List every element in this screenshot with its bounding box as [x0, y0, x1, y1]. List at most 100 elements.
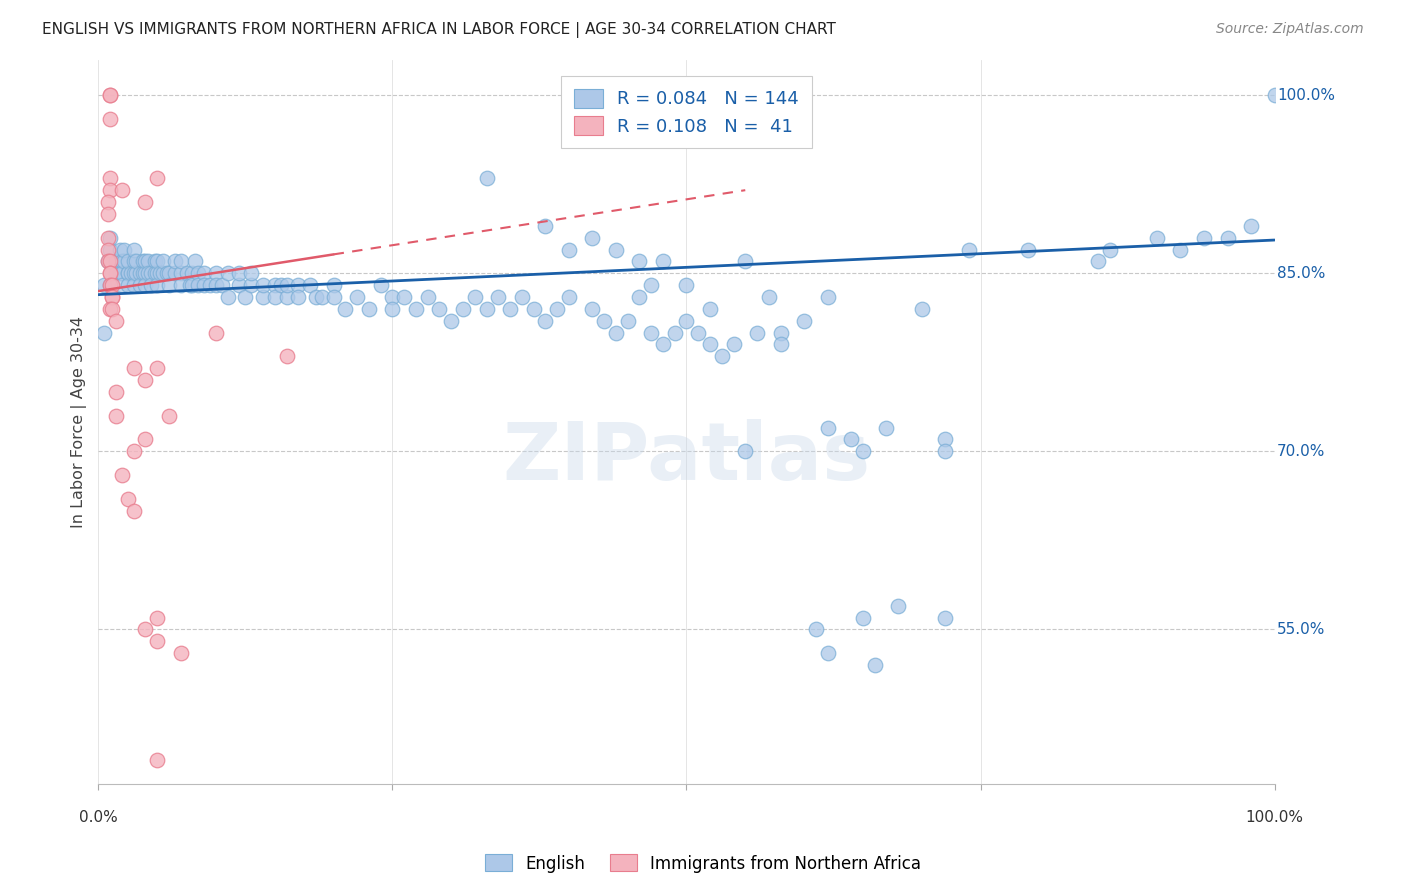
Point — [97, 243, 120, 257]
Point — [276, 290, 298, 304]
Point — [1170, 243, 1192, 257]
Point — [640, 326, 662, 340]
Point — [322, 278, 344, 293]
Point — [357, 301, 380, 316]
Point — [117, 266, 139, 280]
Point — [628, 290, 651, 304]
Point — [793, 314, 815, 328]
Text: 85.0%: 85.0% — [1277, 266, 1326, 281]
Point — [157, 409, 180, 423]
Point — [152, 254, 174, 268]
Point — [170, 646, 193, 660]
Point — [723, 337, 745, 351]
Point — [112, 254, 135, 268]
Text: Source: ZipAtlas.com: Source: ZipAtlas.com — [1216, 22, 1364, 37]
Point — [122, 254, 145, 268]
Point — [346, 290, 368, 304]
Point — [101, 290, 124, 304]
Point — [534, 219, 557, 233]
Point — [101, 301, 124, 316]
Point — [104, 384, 127, 399]
Point — [176, 266, 198, 280]
Text: 70.0%: 70.0% — [1277, 444, 1326, 458]
Point — [546, 301, 568, 316]
Point — [217, 290, 239, 304]
Point — [228, 278, 250, 293]
Y-axis label: In Labor Force | Age 30-34: In Labor Force | Age 30-34 — [72, 316, 87, 528]
Point — [852, 444, 875, 458]
Point — [157, 278, 180, 293]
Point — [499, 301, 522, 316]
Point — [875, 420, 897, 434]
Point — [146, 171, 169, 186]
Point — [98, 230, 121, 244]
Point — [146, 634, 169, 648]
Point — [710, 350, 733, 364]
Point — [193, 278, 215, 293]
Point — [111, 266, 134, 280]
Point — [181, 266, 204, 280]
Point — [122, 243, 145, 257]
Point — [181, 278, 204, 293]
Point — [117, 254, 139, 268]
Point — [122, 444, 145, 458]
Point — [1087, 254, 1109, 268]
Point — [163, 254, 186, 268]
Point — [117, 266, 139, 280]
Point — [108, 243, 131, 257]
Point — [205, 266, 228, 280]
Point — [148, 266, 170, 280]
Text: 100.0%: 100.0% — [1277, 87, 1334, 103]
Point — [276, 350, 298, 364]
Point — [141, 278, 163, 293]
Point — [98, 183, 121, 197]
Point — [134, 373, 156, 387]
Point — [1216, 230, 1239, 244]
Point — [804, 623, 827, 637]
Point — [335, 301, 357, 316]
Point — [101, 278, 124, 293]
Point — [558, 290, 581, 304]
Point — [252, 278, 274, 293]
Point — [605, 243, 627, 257]
Point — [957, 243, 980, 257]
Point — [664, 326, 686, 340]
Point — [132, 266, 155, 280]
Point — [605, 326, 627, 340]
Point — [157, 266, 180, 280]
Point — [734, 444, 756, 458]
Point — [170, 278, 193, 293]
Point — [155, 266, 177, 280]
Point — [122, 278, 145, 293]
Point — [305, 290, 328, 304]
Point — [184, 254, 207, 268]
Point — [451, 301, 474, 316]
Point — [429, 301, 451, 316]
Point — [263, 290, 285, 304]
Point — [1264, 88, 1286, 103]
Point — [146, 266, 169, 280]
Point — [98, 88, 121, 103]
Point — [252, 290, 274, 304]
Text: ENGLISH VS IMMIGRANTS FROM NORTHERN AFRICA IN LABOR FORCE | AGE 30-34 CORRELATIO: ENGLISH VS IMMIGRANTS FROM NORTHERN AFRI… — [42, 22, 837, 38]
Point — [534, 314, 557, 328]
Point — [97, 230, 120, 244]
Point — [143, 254, 166, 268]
Point — [187, 278, 209, 293]
Point — [440, 314, 463, 328]
Point — [287, 278, 309, 293]
Point — [688, 326, 710, 340]
Point — [136, 254, 159, 268]
Point — [170, 254, 193, 268]
Point — [163, 266, 186, 280]
Point — [1192, 230, 1215, 244]
Point — [817, 290, 839, 304]
Point — [134, 623, 156, 637]
Point — [198, 278, 221, 293]
Point — [817, 420, 839, 434]
Point — [187, 266, 209, 280]
Point — [235, 290, 257, 304]
Point — [108, 266, 131, 280]
Point — [311, 290, 333, 304]
Legend: English, Immigrants from Northern Africa: English, Immigrants from Northern Africa — [478, 847, 928, 880]
